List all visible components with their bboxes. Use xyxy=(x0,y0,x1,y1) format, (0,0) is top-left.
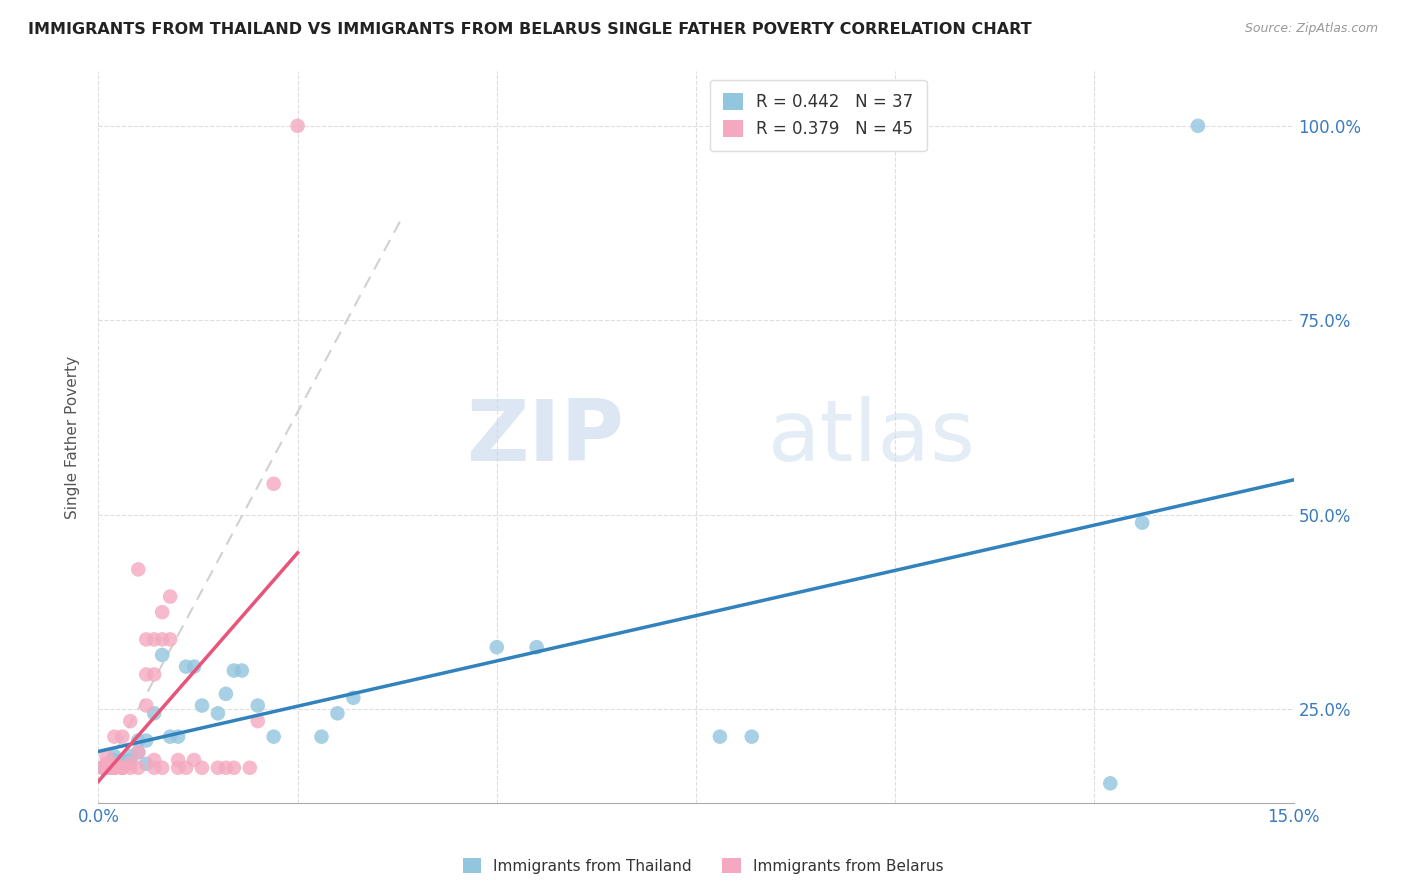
Point xyxy=(120,714,142,728)
Point xyxy=(150,648,173,662)
Point xyxy=(103,761,125,775)
Legend: R = 0.442   N = 37, R = 0.379   N = 45: R = 0.442 N = 37, R = 0.379 N = 45 xyxy=(710,79,927,151)
Point xyxy=(239,761,262,775)
Point xyxy=(174,659,197,673)
Point xyxy=(246,714,269,728)
Point xyxy=(135,756,157,771)
Legend: Immigrants from Thailand, Immigrants from Belarus: Immigrants from Thailand, Immigrants fro… xyxy=(457,852,949,880)
Point xyxy=(111,761,134,775)
Point xyxy=(191,698,214,713)
Text: Source: ZipAtlas.com: Source: ZipAtlas.com xyxy=(1244,22,1378,36)
Point xyxy=(287,119,309,133)
Point xyxy=(526,640,548,655)
Point xyxy=(111,730,134,744)
Y-axis label: Single Father Poverty: Single Father Poverty xyxy=(65,356,80,518)
Point xyxy=(120,756,142,771)
Point xyxy=(127,733,149,747)
Point xyxy=(174,761,197,775)
Point xyxy=(183,659,205,673)
Point xyxy=(311,730,333,744)
Point xyxy=(96,749,118,764)
Point xyxy=(111,761,134,775)
Point xyxy=(127,745,149,759)
Point xyxy=(167,753,190,767)
Point xyxy=(342,690,364,705)
Point xyxy=(709,730,731,744)
Point xyxy=(215,761,238,775)
Point xyxy=(91,761,114,775)
Point xyxy=(150,761,173,775)
Point xyxy=(120,761,142,775)
Point xyxy=(111,761,134,775)
Point xyxy=(127,761,149,775)
Point xyxy=(127,745,149,759)
Point xyxy=(150,605,173,619)
Point xyxy=(222,664,245,678)
Point xyxy=(120,749,142,764)
Point xyxy=(143,753,166,767)
Point xyxy=(103,756,125,771)
Point xyxy=(103,761,125,775)
Point xyxy=(215,687,238,701)
Point xyxy=(167,761,190,775)
Point xyxy=(135,698,157,713)
Point xyxy=(159,590,181,604)
Point xyxy=(222,761,245,775)
Point xyxy=(91,761,114,775)
Point xyxy=(143,706,166,721)
Point xyxy=(103,749,125,764)
Point xyxy=(96,756,118,771)
Point xyxy=(111,753,134,767)
Point xyxy=(207,761,229,775)
Point xyxy=(1187,119,1209,133)
Point xyxy=(159,632,181,647)
Point xyxy=(135,632,157,647)
Text: atlas: atlas xyxy=(768,395,976,479)
Point xyxy=(263,476,285,491)
Point xyxy=(103,730,125,744)
Point xyxy=(135,733,157,747)
Point xyxy=(150,632,173,647)
Point xyxy=(98,761,122,775)
Point xyxy=(120,753,142,767)
Point xyxy=(246,698,269,713)
Point xyxy=(263,730,285,744)
Point xyxy=(143,632,166,647)
Point xyxy=(143,667,166,681)
Point xyxy=(135,667,157,681)
Text: ZIP: ZIP xyxy=(467,395,624,479)
Point xyxy=(96,756,118,771)
Text: IMMIGRANTS FROM THAILAND VS IMMIGRANTS FROM BELARUS SINGLE FATHER POVERTY CORREL: IMMIGRANTS FROM THAILAND VS IMMIGRANTS F… xyxy=(28,22,1032,37)
Point xyxy=(207,706,229,721)
Point xyxy=(96,761,118,775)
Point xyxy=(485,640,508,655)
Point xyxy=(96,761,118,775)
Point xyxy=(326,706,349,721)
Point xyxy=(111,756,134,771)
Point xyxy=(111,761,134,775)
Point xyxy=(1099,776,1122,790)
Point xyxy=(1130,516,1153,530)
Point xyxy=(167,730,190,744)
Point xyxy=(183,753,205,767)
Point xyxy=(143,761,166,775)
Point xyxy=(191,761,214,775)
Point xyxy=(127,562,149,576)
Point xyxy=(103,753,125,767)
Point xyxy=(96,761,118,775)
Point xyxy=(231,664,253,678)
Point xyxy=(103,761,125,775)
Point xyxy=(159,730,181,744)
Point xyxy=(741,730,763,744)
